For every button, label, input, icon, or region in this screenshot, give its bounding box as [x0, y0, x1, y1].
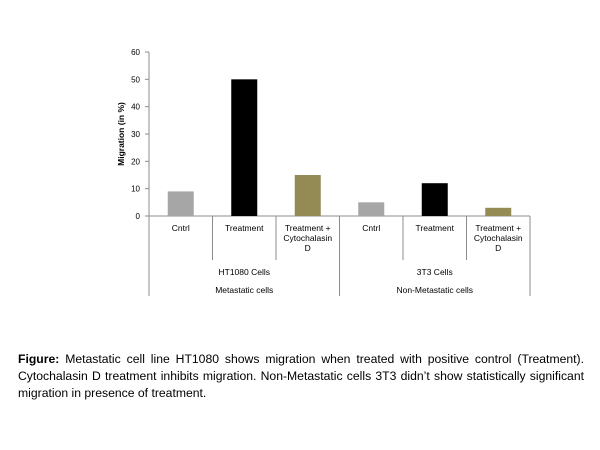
bar — [358, 202, 385, 216]
bar — [294, 175, 321, 216]
group-category-label: Non-Metastatic cells — [396, 285, 473, 295]
bar-chart: 0 10 20 30 40 50 60 Migration (in %) Cntrl Treatm… — [116, 48, 531, 296]
y-tick-label: 60 — [131, 48, 140, 57]
y-tick-label: 40 — [131, 103, 140, 112]
x-tick-label: Treatment + Cytochalasin D — [474, 223, 523, 253]
x-tick-label: Cntrl — [362, 223, 380, 233]
x-tick-label: Treatment + Cytochalasin D — [283, 223, 332, 253]
y-tick-label: 20 — [131, 157, 140, 166]
caption-label: Figure: — [18, 352, 60, 366]
figure-caption: Figure: Metastatic cell line HT1080 show… — [18, 351, 584, 402]
y-tick-label: 30 — [131, 130, 140, 139]
group-cell-line-label: HT1080 Cells — [219, 267, 271, 277]
group-cell-line-label: 3T3 Cells — [417, 267, 453, 277]
y-tick-label: 10 — [131, 185, 140, 194]
y-tick-label: 0 — [136, 212, 141, 221]
y-tick-label: 50 — [131, 75, 140, 84]
group-category-label: Metastatic cells — [215, 285, 273, 295]
bar — [167, 191, 194, 216]
x-tick-label: Cntrl — [172, 223, 190, 233]
bar — [485, 207, 512, 216]
y-axis-title: Migration (in %) — [116, 102, 126, 166]
x-tick-label: Treatment — [416, 223, 455, 233]
caption-text: Metastatic cell line HT1080 shows migrat… — [18, 352, 584, 400]
bar — [231, 79, 258, 216]
x-tick-label: Treatment — [225, 223, 264, 233]
bar — [421, 183, 448, 216]
